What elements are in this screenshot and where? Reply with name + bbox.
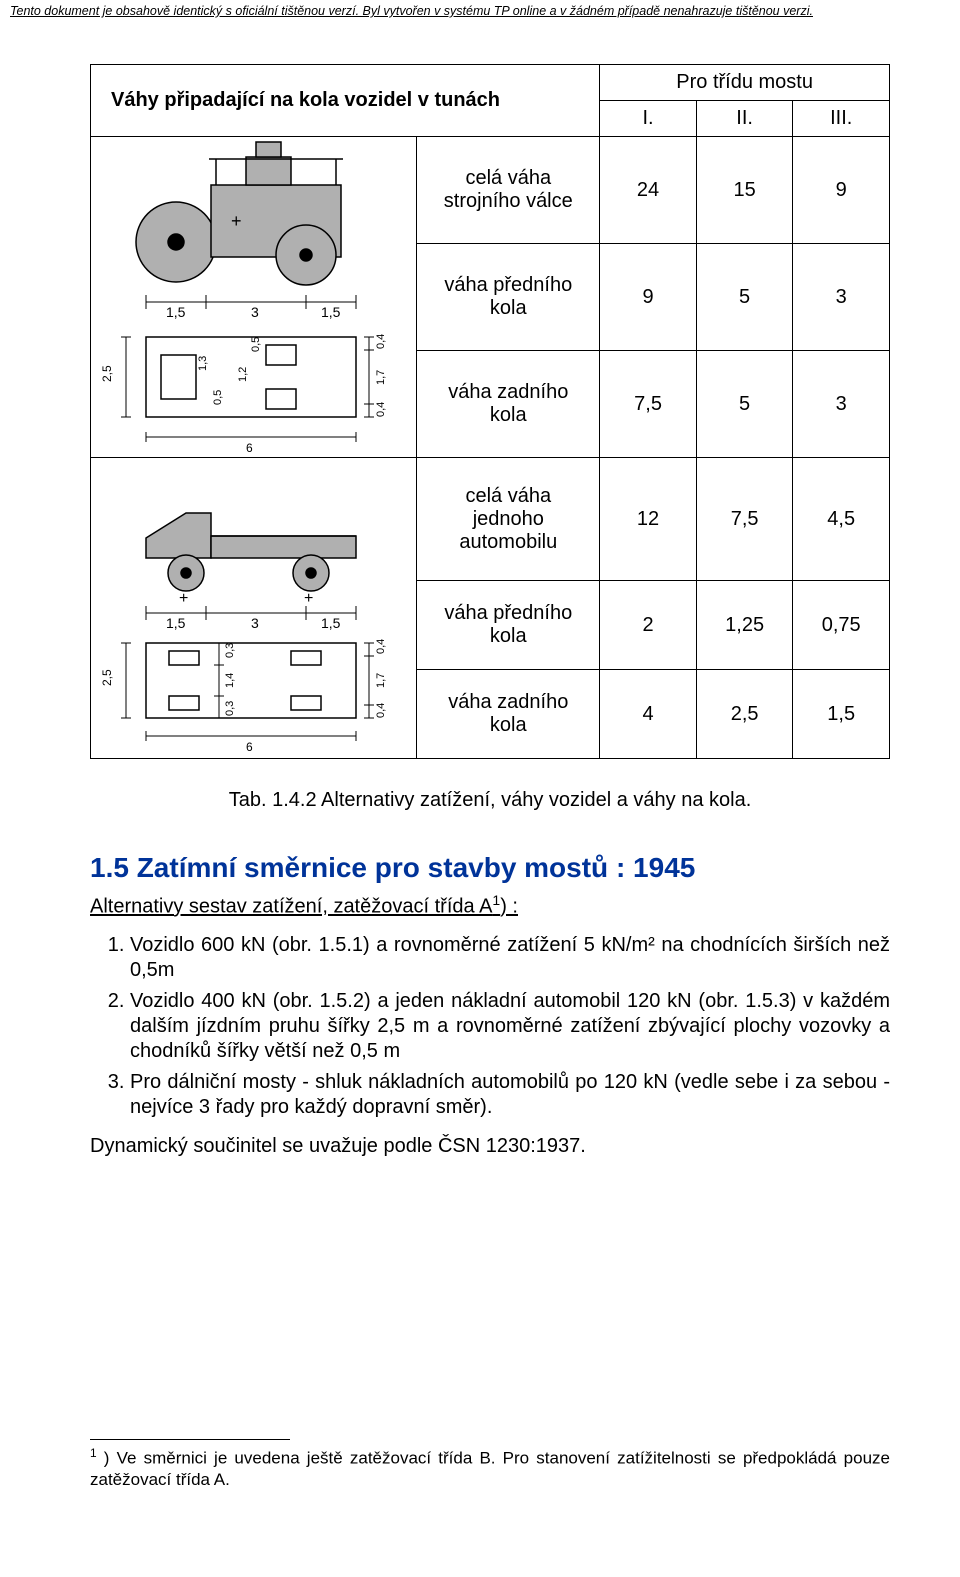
row-label: celá váha jednoho automobilu — [417, 458, 600, 581]
row-label: celá váha strojního válce — [417, 137, 600, 244]
section-heading: 1.5 Zatímní směrnice pro stavby mostů : … — [90, 852, 890, 884]
roller-diagram: + 1,5 3 1,5 — [91, 137, 411, 457]
cell: 3 — [793, 351, 890, 458]
svg-text:6: 6 — [246, 740, 253, 754]
svg-text:1,5: 1,5 — [321, 304, 341, 320]
col-header-2: II. — [696, 101, 793, 137]
roller-diagram-cell: + 1,5 3 1,5 — [91, 137, 417, 458]
svg-text:3: 3 — [251, 304, 259, 320]
body-paragraph: Dynamický součinitel se uvažuje podle ČS… — [90, 1134, 890, 1159]
truck-diagram: + + 1,5 3 1,5 — [91, 458, 411, 758]
svg-text:0,5: 0,5 — [212, 390, 224, 405]
cell: 5 — [696, 351, 793, 458]
cell: 2,5 — [696, 670, 793, 759]
cell: 7,5 — [600, 351, 697, 458]
footnote: 1 ) Ve směrnici je uvedena ještě zatěžov… — [90, 1446, 890, 1492]
list-item: Vozidlo 600 kN (obr. 1.5.1) a rovnoměrné… — [130, 933, 890, 983]
section-subheading: Alternativy sestav zatížení, zatěžovací … — [90, 892, 890, 919]
footnote-separator — [90, 1439, 290, 1440]
svg-text:0,4: 0,4 — [375, 402, 387, 417]
table-title: Váhy připadající na kola vozidel v tunác… — [91, 65, 600, 137]
list-item: Pro dálniční mosty - shluk nákladních au… — [130, 1070, 890, 1120]
svg-text:1,7: 1,7 — [375, 370, 387, 385]
weights-table: Váhy připadající na kola vozidel v tunác… — [90, 64, 890, 759]
svg-text:+: + — [304, 590, 313, 607]
svg-text:1,4: 1,4 — [224, 673, 236, 688]
row-label: váha předního kola — [417, 244, 600, 351]
svg-text:0,3: 0,3 — [224, 643, 236, 658]
cell: 9 — [793, 137, 890, 244]
list-item: Vozidlo 400 kN (obr. 1.5.2) a jeden nákl… — [130, 989, 890, 1064]
alternatives-list: Vozidlo 600 kN (obr. 1.5.1) a rovnoměrné… — [90, 933, 890, 1120]
cell: 1,5 — [793, 670, 890, 759]
svg-text:2,5: 2,5 — [100, 669, 114, 686]
col-header-1: I. — [600, 101, 697, 137]
svg-text:+: + — [179, 590, 188, 607]
row-label: váha zadního kola — [417, 351, 600, 458]
cell: 2 — [600, 581, 697, 670]
svg-text:0,4: 0,4 — [375, 703, 387, 718]
cell: 9 — [600, 244, 697, 351]
svg-text:0,3: 0,3 — [224, 701, 236, 716]
svg-text:0,4: 0,4 — [375, 334, 387, 349]
row-label: váha předního kola — [417, 581, 600, 670]
table-caption: Tab. 1.4.2 Alternativy zatížení, váhy vo… — [90, 789, 890, 812]
svg-text:0,4: 0,4 — [375, 639, 387, 654]
cell: 0,75 — [793, 581, 890, 670]
cell: 5 — [696, 244, 793, 351]
table-group-header: Pro třídu mostu — [600, 65, 890, 101]
disclaimer-text: Tento dokument je obsahově identický s o… — [0, 0, 960, 24]
cell: 1,25 — [696, 581, 793, 670]
page-content: Váhy připadající na kola vozidel v tunác… — [0, 24, 960, 1522]
svg-text:1,3: 1,3 — [197, 356, 209, 371]
cell: 24 — [600, 137, 697, 244]
truck-diagram-cell: + + 1,5 3 1,5 — [91, 458, 417, 759]
svg-text:0,5: 0,5 — [250, 337, 262, 352]
cell: 3 — [793, 244, 890, 351]
svg-text:1,5: 1,5 — [166, 615, 186, 631]
svg-text:1,5: 1,5 — [321, 615, 341, 631]
svg-text:1,7: 1,7 — [375, 673, 387, 688]
svg-text:+: + — [231, 211, 242, 231]
cell: 7,5 — [696, 458, 793, 581]
svg-text:3: 3 — [251, 615, 259, 631]
col-header-3: III. — [793, 101, 890, 137]
cell: 4 — [600, 670, 697, 759]
row-label: váha zadního kola — [417, 670, 600, 759]
svg-text:2,5: 2,5 — [100, 365, 114, 382]
svg-text:1,2: 1,2 — [237, 367, 249, 382]
cell: 4,5 — [793, 458, 890, 581]
svg-text:6: 6 — [246, 441, 253, 455]
cell: 15 — [696, 137, 793, 244]
svg-text:1,5: 1,5 — [166, 304, 186, 320]
cell: 12 — [600, 458, 697, 581]
